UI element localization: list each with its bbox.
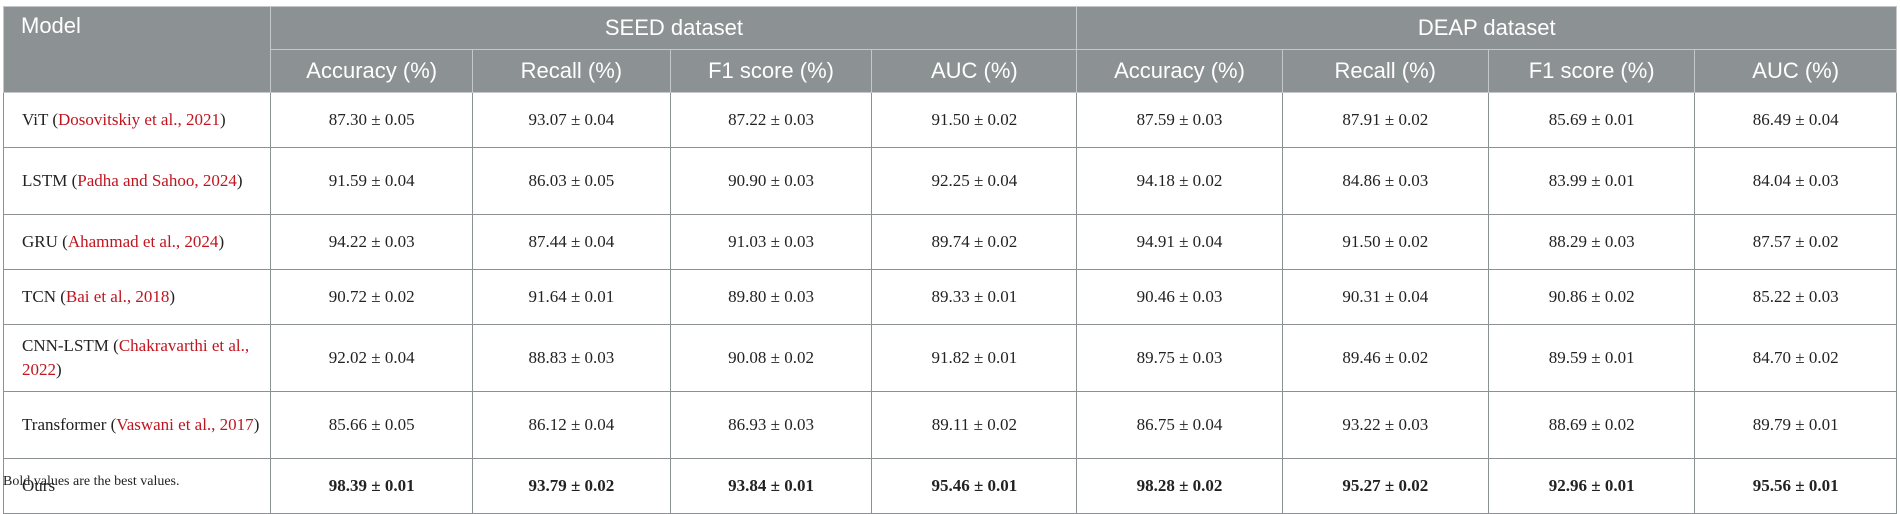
model-cell: Transformer (Vaswani et al., 2017) bbox=[2, 391, 272, 459]
value-cell: 86.12 ± 0.04 bbox=[471, 391, 671, 459]
value-cell: 85.22 ± 0.03 bbox=[1694, 269, 1897, 325]
model-name: Transformer bbox=[22, 415, 107, 434]
value-cell: 92.96 ± 0.01 bbox=[1487, 458, 1696, 514]
model-name: Ours bbox=[22, 476, 56, 495]
header-metric: Accuracy (%) bbox=[270, 49, 473, 93]
value-cell: 98.28 ± 0.02 bbox=[1076, 458, 1283, 514]
value-cell: 91.50 ± 0.02 bbox=[1281, 214, 1489, 270]
value-cell: 84.70 ± 0.02 bbox=[1694, 324, 1897, 392]
value-cell: 93.22 ± 0.03 bbox=[1281, 391, 1489, 459]
value-cell: 89.75 ± 0.03 bbox=[1076, 324, 1283, 392]
value-cell: 85.69 ± 0.01 bbox=[1487, 92, 1696, 148]
value-cell: 95.27 ± 0.02 bbox=[1281, 458, 1489, 514]
table-footnote: Bold values are the best values. bbox=[3, 474, 180, 489]
value-cell: 87.30 ± 0.05 bbox=[270, 92, 473, 148]
citation-link[interactable]: Bai et al., 2018 bbox=[65, 287, 170, 306]
value-cell: 90.46 ± 0.03 bbox=[1076, 269, 1283, 325]
value-cell: 86.93 ± 0.03 bbox=[669, 391, 873, 459]
model-name: LSTM bbox=[22, 171, 68, 190]
citation-link[interactable]: Vaswani et al., 2017 bbox=[116, 415, 254, 434]
results-table-container: Model SEED dataset DEAP dataset Accuracy… bbox=[2, 6, 1897, 514]
header-metric: AUC (%) bbox=[871, 49, 1078, 93]
value-cell: 94.18 ± 0.02 bbox=[1076, 147, 1283, 215]
value-cell: 90.90 ± 0.03 bbox=[669, 147, 873, 215]
value-cell: 93.07 ± 0.04 bbox=[471, 92, 671, 148]
citation-link[interactable]: Padha and Sahoo, 2024 bbox=[77, 171, 237, 190]
value-cell: 89.11 ± 0.02 bbox=[871, 391, 1078, 459]
value-cell: 89.80 ± 0.03 bbox=[669, 269, 873, 325]
model-name: GRU bbox=[22, 232, 58, 251]
value-cell: 91.59 ± 0.04 bbox=[270, 147, 473, 215]
citation-link[interactable]: Chakravarthi et al., 2022 bbox=[22, 336, 250, 379]
table-row: ViT (Dosovitskiy et al., 2021) 87.30 ± 0… bbox=[2, 92, 1897, 148]
value-cell: 87.91 ± 0.02 bbox=[1281, 92, 1489, 148]
value-cell: 98.39 ± 0.01 bbox=[270, 458, 473, 514]
value-cell: 86.75 ± 0.04 bbox=[1076, 391, 1283, 459]
value-cell: 91.82 ± 0.01 bbox=[871, 324, 1078, 392]
header-metric: AUC (%) bbox=[1694, 49, 1897, 93]
header-metric: F1 score (%) bbox=[669, 49, 873, 93]
value-cell: 89.79 ± 0.01 bbox=[1694, 391, 1897, 459]
value-cell: 85.66 ± 0.05 bbox=[270, 391, 473, 459]
value-cell: 89.74 ± 0.02 bbox=[871, 214, 1078, 270]
value-cell: 92.25 ± 0.04 bbox=[871, 147, 1078, 215]
value-cell: 88.83 ± 0.03 bbox=[471, 324, 671, 392]
header-group-seed: SEED dataset bbox=[270, 6, 1078, 50]
value-cell: 87.57 ± 0.02 bbox=[1694, 214, 1897, 270]
model-cell: GRU (Ahammad et al., 2024) bbox=[2, 214, 272, 270]
header-metric: Recall (%) bbox=[1281, 49, 1489, 93]
value-cell: 94.91 ± 0.04 bbox=[1076, 214, 1283, 270]
value-cell: 89.46 ± 0.02 bbox=[1281, 324, 1489, 392]
value-cell: 90.08 ± 0.02 bbox=[669, 324, 873, 392]
model-name: TCN bbox=[22, 287, 56, 306]
value-cell: 89.33 ± 0.01 bbox=[871, 269, 1078, 325]
value-cell: 93.84 ± 0.01 bbox=[669, 458, 873, 514]
header-group-deap: DEAP dataset bbox=[1076, 6, 1897, 50]
value-cell: 95.56 ± 0.01 bbox=[1694, 458, 1897, 514]
citation-link[interactable]: Ahammad et al., 2024 bbox=[67, 232, 219, 251]
value-cell: 87.22 ± 0.03 bbox=[669, 92, 873, 148]
model-name: ViT bbox=[22, 110, 49, 129]
table-row: Transformer (Vaswani et al., 2017) 85.66… bbox=[2, 391, 1897, 459]
value-cell: 86.03 ± 0.05 bbox=[471, 147, 671, 215]
value-cell: 87.44 ± 0.04 bbox=[471, 214, 671, 270]
model-cell: CNN-LSTM (Chakravarthi et al., 2022) bbox=[2, 324, 272, 392]
header-metric: F1 score (%) bbox=[1487, 49, 1696, 93]
value-cell: 84.04 ± 0.03 bbox=[1694, 147, 1897, 215]
model-cell: TCN (Bai et al., 2018) bbox=[2, 269, 272, 325]
value-cell: 90.72 ± 0.02 bbox=[270, 269, 473, 325]
value-cell: 91.50 ± 0.02 bbox=[871, 92, 1078, 148]
value-cell: 89.59 ± 0.01 bbox=[1487, 324, 1696, 392]
value-cell: 90.86 ± 0.02 bbox=[1487, 269, 1696, 325]
value-cell: 91.03 ± 0.03 bbox=[669, 214, 873, 270]
citation-link[interactable]: Dosovitskiy et al., 2021 bbox=[57, 110, 220, 129]
results-table: Model SEED dataset DEAP dataset Accuracy… bbox=[2, 6, 1897, 514]
table-row: GRU (Ahammad et al., 2024) 94.22 ± 0.03 … bbox=[2, 214, 1897, 270]
table-row: LSTM (Padha and Sahoo, 2024) 91.59 ± 0.0… bbox=[2, 147, 1897, 215]
table-row: TCN (Bai et al., 2018) 90.72 ± 0.02 91.6… bbox=[2, 269, 1897, 325]
value-cell: 88.29 ± 0.03 bbox=[1487, 214, 1696, 270]
table-row: CNN-LSTM (Chakravarthi et al., 2022) 92.… bbox=[2, 324, 1897, 392]
header-model: Model bbox=[2, 6, 272, 93]
value-cell: 94.22 ± 0.03 bbox=[270, 214, 473, 270]
value-cell: 91.64 ± 0.01 bbox=[471, 269, 671, 325]
model-cell: LSTM (Padha and Sahoo, 2024) bbox=[2, 147, 272, 215]
value-cell: 90.31 ± 0.04 bbox=[1281, 269, 1489, 325]
value-cell: 92.02 ± 0.04 bbox=[270, 324, 473, 392]
value-cell: 88.69 ± 0.02 bbox=[1487, 391, 1696, 459]
value-cell: 83.99 ± 0.01 bbox=[1487, 147, 1696, 215]
value-cell: 93.79 ± 0.02 bbox=[471, 458, 671, 514]
table-row-best: Ours 98.39 ± 0.01 93.79 ± 0.02 93.84 ± 0… bbox=[2, 458, 1897, 514]
model-name: CNN-LSTM bbox=[22, 336, 109, 355]
header-metric: Accuracy (%) bbox=[1076, 49, 1283, 93]
value-cell: 87.59 ± 0.03 bbox=[1076, 92, 1283, 148]
value-cell: 95.46 ± 0.01 bbox=[871, 458, 1078, 514]
header-metric: Recall (%) bbox=[471, 49, 671, 93]
value-cell: 84.86 ± 0.03 bbox=[1281, 147, 1489, 215]
model-cell: ViT (Dosovitskiy et al., 2021) bbox=[2, 92, 272, 148]
value-cell: 86.49 ± 0.04 bbox=[1694, 92, 1897, 148]
